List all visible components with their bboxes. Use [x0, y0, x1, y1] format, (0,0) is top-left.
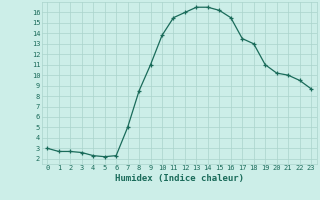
X-axis label: Humidex (Indice chaleur): Humidex (Indice chaleur): [115, 174, 244, 183]
